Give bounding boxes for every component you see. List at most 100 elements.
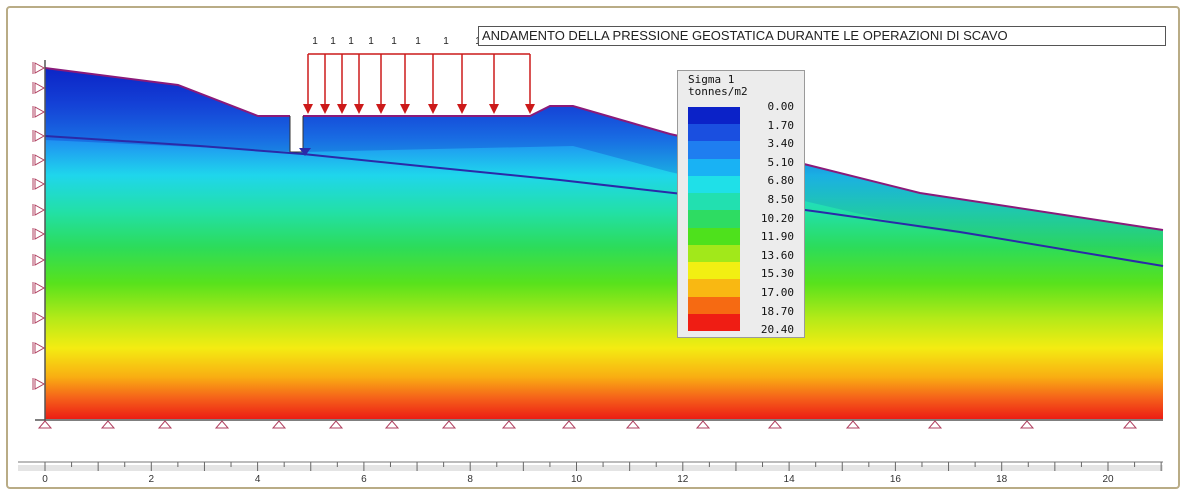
roller-support-icon: [34, 342, 46, 354]
legend-swatch: [688, 158, 740, 177]
distributed-load: [303, 53, 535, 114]
legend-swatch: [688, 107, 740, 125]
ruler-tick-label: 10: [571, 474, 583, 485]
legend-value-label: 5.10: [767, 155, 795, 169]
pin-support-icon: [1122, 420, 1138, 429]
legend-value-label: 15.30: [760, 267, 794, 281]
load-arrow-head: [320, 104, 330, 114]
load-value-label: 1: [330, 36, 336, 47]
pin-support-icon: [625, 420, 641, 429]
load-arrow-head: [525, 104, 535, 114]
load-value-label: 1: [368, 36, 374, 47]
legend-swatch: [688, 244, 740, 263]
legend-title-quantity: Sigma 1: [688, 73, 735, 86]
legend-swatch: [688, 175, 740, 194]
legend-color-bar: [688, 107, 740, 332]
legend-swatch: [688, 279, 740, 298]
legend-swatch: [688, 227, 740, 246]
legend-swatch: [688, 262, 740, 280]
ruler-band: [18, 465, 1163, 471]
load-value-label: 1: [312, 36, 318, 47]
roller-support-icon: [34, 228, 46, 240]
load-arrow-head: [400, 104, 410, 114]
ruler-tick-label: 2: [149, 474, 155, 485]
ruler-tick-label: 18: [996, 474, 1008, 485]
load-arrow-head: [428, 104, 438, 114]
ruler-tick-label: 14: [784, 474, 796, 485]
pin-support-icon: [767, 420, 783, 429]
pin-support-icon: [271, 420, 287, 429]
ground-surface-line: [44, 67, 1164, 231]
ruler-tick-label: 8: [467, 474, 473, 485]
legend-value-label: 18.70: [760, 304, 794, 318]
x-axis-ruler: 0 2 4 6 8 10 12 14 16 18 20: [42, 462, 1162, 485]
roller-support-icon: [34, 154, 46, 166]
pin-support-icon: [441, 420, 457, 429]
pin-support-icon: [845, 420, 861, 429]
water-table-line: [44, 135, 1164, 267]
ruler-tick-label: 20: [1102, 474, 1114, 485]
roller-support-icon: [34, 106, 46, 118]
ruler-tick-label: 6: [361, 474, 367, 485]
pin-support-icon: [1019, 420, 1035, 429]
pin-support-icon: [384, 420, 400, 429]
water-table-marker: [299, 148, 311, 156]
legend-title: Sigma 1 tonnes/m2: [688, 74, 748, 98]
legend-swatch: [688, 124, 740, 142]
pin-support-icon: [100, 420, 116, 429]
roller-support-icon: [34, 130, 46, 142]
legend-swatch: [688, 296, 740, 315]
ruler-tick-label: 16: [890, 474, 902, 485]
load-value-label: 1: [415, 36, 421, 47]
roller-support-icon: [34, 178, 46, 190]
legend-value-label: 1.70: [767, 118, 795, 132]
load-value-label: 1: [348, 36, 354, 47]
load-arrow-head: [376, 104, 386, 114]
pin-support-icon: [501, 420, 517, 429]
roller-support-icon: [34, 62, 46, 74]
excavation-trench: [289, 116, 304, 153]
legend-swatch: [688, 210, 740, 229]
pin-support-icon: [157, 420, 173, 429]
legend-swatch: [688, 313, 740, 332]
legend-value-label: 0.00: [767, 100, 795, 113]
legend-value-label: 17.00: [760, 286, 794, 299]
roller-support-icon: [34, 204, 46, 216]
pin-support-icon: [561, 420, 577, 429]
legend-value-label: 10.20: [760, 211, 794, 225]
legend-value-label: 6.80: [767, 174, 795, 188]
roller-support-icon: [34, 312, 46, 324]
roller-support-icon: [34, 254, 46, 266]
load-value-label: 1: [443, 36, 449, 47]
legend-value-label: 13.60: [760, 248, 794, 262]
legend-value-label: 11.90: [760, 230, 794, 244]
pin-support-icon: [695, 420, 711, 429]
roller-support-icon: [34, 378, 46, 390]
ruler-tick-label: 0: [42, 474, 48, 485]
ruler-tick-label: 12: [677, 474, 689, 485]
legend-value-label: 8.50: [767, 193, 795, 206]
load-labels: 11111111: [312, 36, 481, 47]
load-arrow-head: [489, 104, 499, 114]
pin-support-icon: [37, 420, 53, 429]
load-value-label: 1: [391, 36, 397, 47]
roller-support-icon: [34, 282, 46, 294]
plot-title: ANDAMENTO DELLA PRESSIONE GEOSTATICA DUR…: [478, 26, 1166, 46]
pin-support-icon: [927, 420, 943, 429]
legend-swatch: [688, 141, 740, 160]
roller-support-icon: [34, 82, 46, 94]
legend-value-label: 3.40: [767, 137, 795, 151]
load-arrow-head: [354, 104, 364, 114]
ruler-tick-label: 4: [255, 474, 261, 485]
pin-support-icon: [214, 420, 230, 429]
left-roller-supports: [32, 62, 46, 390]
load-arrow-head: [337, 104, 347, 114]
legend-swatch: [688, 193, 740, 211]
load-arrow-head: [303, 104, 313, 114]
legend-value-label: 20.40: [760, 323, 794, 337]
color-legend: Sigma 1 tonnes/m2 0.00 1.70 3.40 5.10 6.80 8.…: [677, 70, 805, 338]
bottom-pinned-supports: [37, 420, 1138, 429]
legend-title-unit: tonnes/m2: [688, 85, 748, 98]
load-arrow-head: [457, 104, 467, 114]
